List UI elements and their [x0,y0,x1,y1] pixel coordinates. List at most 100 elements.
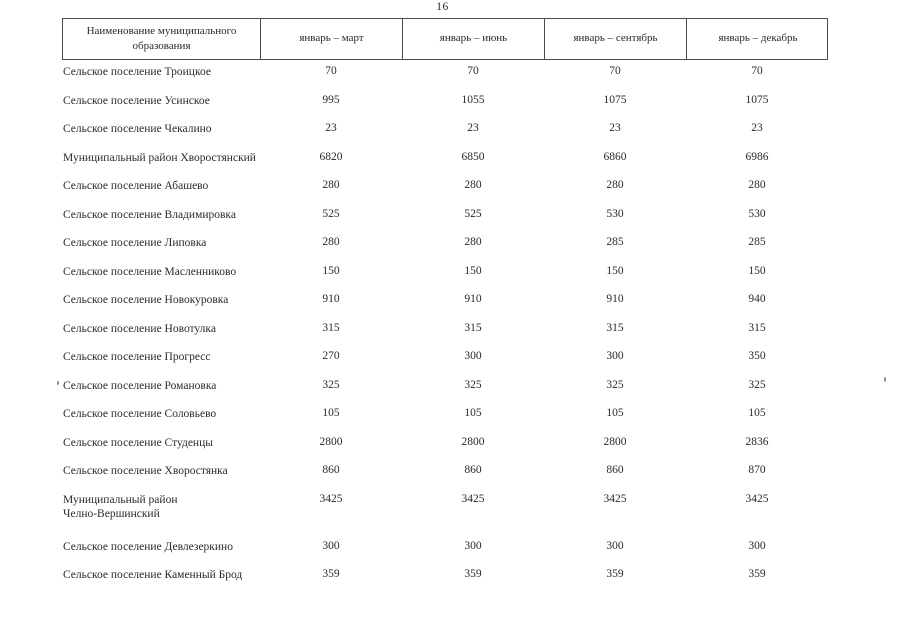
table-row: Сельское поселение Новотулка 315 315 315 315 [62,317,828,346]
municipality-name-cell: Сельское поселение Студенцы [63,436,213,449]
value-cell: 300 [464,539,482,552]
municipality-name-cell: Сельское поселение Прогресс [63,351,211,363]
value-cell: 359 [606,568,624,580]
value-cell: 525 [322,207,340,220]
value-cell: 300 [606,350,624,362]
value-cell: 3425 [319,492,343,505]
municipalities-table: Наименование муниципального образования … [62,18,828,592]
value-cell: 325 [748,378,766,391]
value-cell: 280 [748,179,766,191]
value-cell: 315 [322,321,340,334]
municipality-name-cell: Сельское поселение Липовка [63,237,207,249]
value-cell: 940 [748,293,766,305]
value-cell: 870 [748,464,766,476]
table-row: Сельское поселение Липовка 280 280 285 285 [62,231,828,260]
value-cell: 3425 [745,492,769,505]
value-cell: 350 [748,350,766,362]
municipality-name-cell: Сельское поселение Масленниково [63,265,237,278]
value-cell: 1055 [461,93,485,106]
value-cell: 525 [464,207,482,220]
header-cell-january-december: январь – декабрь [718,32,798,45]
value-cell: 2836 [745,435,769,448]
municipality-name-cell: Сельское поселение Каменный Брод [63,569,243,581]
table-row: Сельское поселение Хворостянка 860 860 860 8… [62,459,828,488]
table-row: Сельское поселение Масленниково 150 150 150… [62,260,828,289]
value-cell: 325 [606,378,624,391]
value-cell: 3425 [603,492,627,505]
value-cell: 359 [748,568,766,580]
table-body: Сельское поселение Троицкое 70 70 70 70 Сельс… [62,60,828,592]
municipality-name-cell: Сельское поселение Владимировка [63,208,236,221]
header-cell-january-september: январь – сентябрь [545,19,687,59]
municipality-name-cell: Муниципальный район Хворостянский [63,151,256,164]
value-cell: 105 [464,407,482,419]
municipality-name-cell: Сельское поселение Хворостянка [63,465,228,477]
value-cell: 910 [322,293,340,305]
value-cell: 325 [464,378,482,391]
value-cell: 23 [325,122,337,134]
page-number: 16 [436,1,449,13]
value-cell: 315 [748,321,766,334]
value-cell: 105 [748,407,766,419]
value-cell: 300 [464,350,482,362]
value-cell: 285 [748,236,766,248]
value-cell: 105 [606,407,624,419]
value-cell: 325 [322,378,340,391]
header-cell-municipality-name: Наименование муниципального образования [63,19,261,59]
municipality-name-cell: Сельское поселение Романовка [63,379,217,392]
value-cell: 300 [748,539,766,552]
value-cell: 270 [322,350,340,362]
table-header-row: Наименование муниципального образования … [62,18,828,60]
value-cell: 530 [748,207,766,220]
value-cell: 280 [322,179,340,191]
scan-artifact [57,381,59,385]
value-cell: 910 [464,293,482,305]
value-cell: 70 [751,65,763,77]
value-cell: 285 [606,236,624,248]
value-cell: 2800 [319,435,343,448]
value-cell: 70 [609,65,621,77]
value-cell: 23 [751,122,763,134]
value-cell: 280 [322,236,340,248]
table-row: Сельское поселение Владимировка 525 525 530… [62,203,828,232]
value-cell: 6986 [745,150,769,163]
municipality-name-cell: Муниципальный район Челно-Вершинский [63,493,178,521]
table-row: Сельское поселение Усинское 995 1055 1075 10… [62,89,828,118]
table-row: Сельское поселение Каменный Брод 359 359 35… [62,563,828,592]
value-cell: 995 [322,93,340,106]
value-cell: 860 [322,464,340,476]
table-row: Сельское поселение Абашево 280 280 280 280 [62,174,828,203]
municipality-name-cell: Сельское поселение Абашево [63,180,209,192]
value-cell: 70 [325,65,337,77]
value-cell: 300 [322,539,340,552]
value-cell: 23 [609,122,621,134]
table-row: Сельское поселение Прогресс 270 300 300 350 [62,345,828,374]
table-row: Сельское поселение Девлезеркино 300 300 300… [62,535,828,564]
table-row: Сельское поселение Романовка 325 325 325 325 [62,374,828,403]
municipality-name-cell: Сельское поселение Новотулка [63,322,216,335]
value-cell: 6820 [319,150,343,163]
value-cell: 315 [606,321,624,334]
value-cell: 150 [606,264,624,277]
value-cell: 6850 [461,150,485,163]
value-cell: 3425 [461,492,485,505]
header-cell-january-june: январь – июнь [403,19,545,59]
value-cell: 860 [606,464,624,476]
table-row: Сельское поселение Троицкое 70 70 70 70 [62,60,828,89]
header-cell-january-march: январь – март [261,19,403,59]
value-cell: 280 [464,236,482,248]
value-cell: 150 [748,264,766,277]
value-cell: 300 [606,539,624,552]
value-cell: 23 [467,122,479,134]
value-cell: 280 [606,179,624,191]
value-cell: 910 [606,293,624,305]
municipality-name-cell: Сельское поселение Усинское [63,94,210,107]
value-cell: 530 [606,207,624,220]
municipality-name-cell: Сельское поселение Чекалино [63,123,212,135]
value-cell: 2800 [461,435,485,448]
value-cell: 150 [464,264,482,277]
value-cell: 70 [467,65,479,77]
table-row: Сельское поселение Новокуровка 910 910 910 9… [62,288,828,317]
municipality-name-cell: Сельское поселение Троицкое [63,66,211,78]
table-row: Сельское поселение Студенцы 2800 2800 2800 2… [62,431,828,460]
